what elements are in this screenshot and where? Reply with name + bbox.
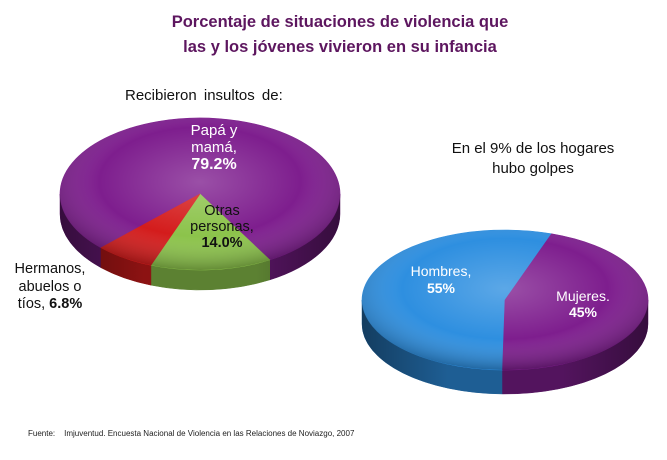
pie-title-insultos: Recibieron insultos de: [125, 87, 283, 104]
source-label: Fuente: [28, 429, 56, 438]
slice-value-label: 55% [426, 280, 456, 296]
slice-label-line: Mujeres. [556, 288, 610, 304]
slice-label-line: abuelos o [18, 278, 82, 295]
slice-label-hombres: Hombres, 55% [391, 263, 491, 297]
slice-label-line: Hermanos, [14, 261, 86, 277]
slice-label-otras-personas: Otras personas, 14.0% [172, 203, 272, 251]
slice-label-line: Otras [204, 203, 240, 219]
pie-title-golpes: En el 9% de los hogares hubo golpes [433, 139, 633, 179]
pie-title-line: hubo golpes [492, 160, 574, 177]
slice-label-line: personas, [190, 219, 254, 235]
slice-label-line-with-value: tíos, 6.8% [0, 296, 100, 314]
slice-label-line: tíos, [17, 296, 46, 312]
slice-value-label: 45% [568, 304, 598, 320]
slice-value-label: 14.0% [201, 235, 243, 251]
pie-title-line: En el 9% de los hogares [451, 140, 615, 157]
slice-value-label: 79.2% [191, 156, 237, 173]
slice-label-mujeres: Mujeres. 45% [533, 288, 633, 320]
slice-label-hermanos: Hermanos, abuelos o tíos, 6.8% [0, 261, 100, 314]
source-note: Fuente: Imjuventud. Encuesta Nacional de … [28, 429, 354, 439]
slide-title-line: Porcentaje de situaciones de violencia q… [171, 13, 509, 31]
slide-title: Porcentaje de situaciones de violencia q… [14, 10, 666, 60]
slice-value-label: 6.8% [49, 296, 83, 312]
slice-label-line: Hombres, [410, 263, 472, 279]
source-text: Imjuventud. Encuesta Nacional de Violenc… [64, 429, 355, 438]
slice-label-line: Papá y [190, 122, 238, 139]
slide-title-line: las y los jóvenes vivieron en su infanci… [183, 38, 497, 56]
slice-label-line: mamá, [191, 139, 237, 156]
slice-label-papa-y-mama: Papá y mamá, 79.2% [164, 122, 264, 173]
